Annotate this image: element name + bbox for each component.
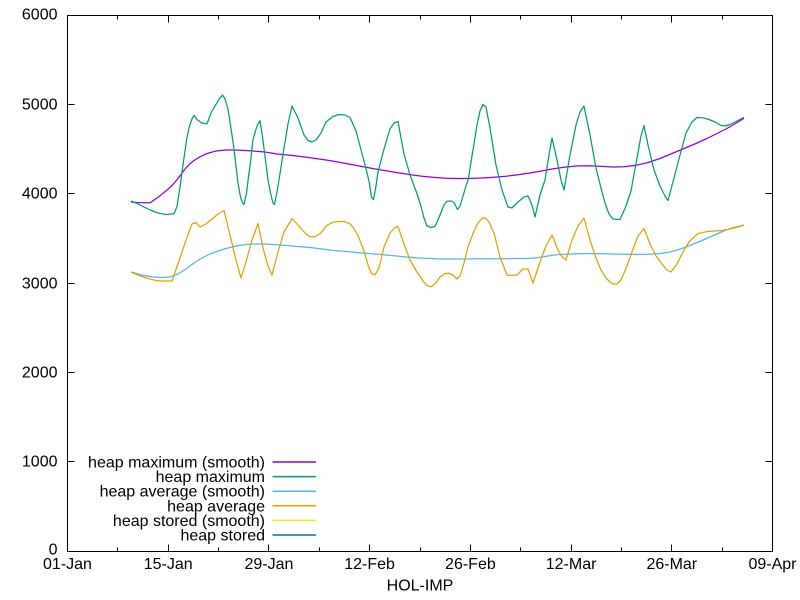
svg-text:heap average (smooth): heap average (smooth) — [100, 484, 265, 501]
svg-text:5000: 5000 — [22, 97, 58, 114]
svg-text:heap stored: heap stored — [180, 528, 265, 545]
svg-text:01-Jan: 01-Jan — [43, 556, 92, 573]
svg-text:heap maximum: heap maximum — [156, 469, 265, 486]
svg-text:12-Mar: 12-Mar — [546, 556, 597, 573]
svg-text:2000: 2000 — [22, 365, 58, 382]
svg-text:09-Apr: 09-Apr — [748, 556, 797, 573]
svg-text:6000: 6000 — [22, 7, 58, 24]
svg-text:15-Jan: 15-Jan — [144, 556, 193, 573]
svg-text:26-Feb: 26-Feb — [445, 556, 496, 573]
svg-text:0: 0 — [49, 542, 58, 559]
svg-text:3000: 3000 — [22, 276, 58, 293]
svg-text:heap maximum (smooth): heap maximum (smooth) — [88, 455, 265, 472]
svg-text:26-Mar: 26-Mar — [646, 556, 697, 573]
svg-text:29-Jan: 29-Jan — [244, 556, 293, 573]
svg-text:12-Feb: 12-Feb — [344, 556, 395, 573]
svg-text:heap average: heap average — [167, 498, 265, 515]
svg-text:4000: 4000 — [22, 186, 58, 203]
svg-text:HOL-IMP: HOL-IMP — [387, 578, 454, 595]
svg-text:heap stored (smooth): heap stored (smooth) — [113, 513, 265, 530]
svg-text:1000: 1000 — [22, 454, 58, 471]
